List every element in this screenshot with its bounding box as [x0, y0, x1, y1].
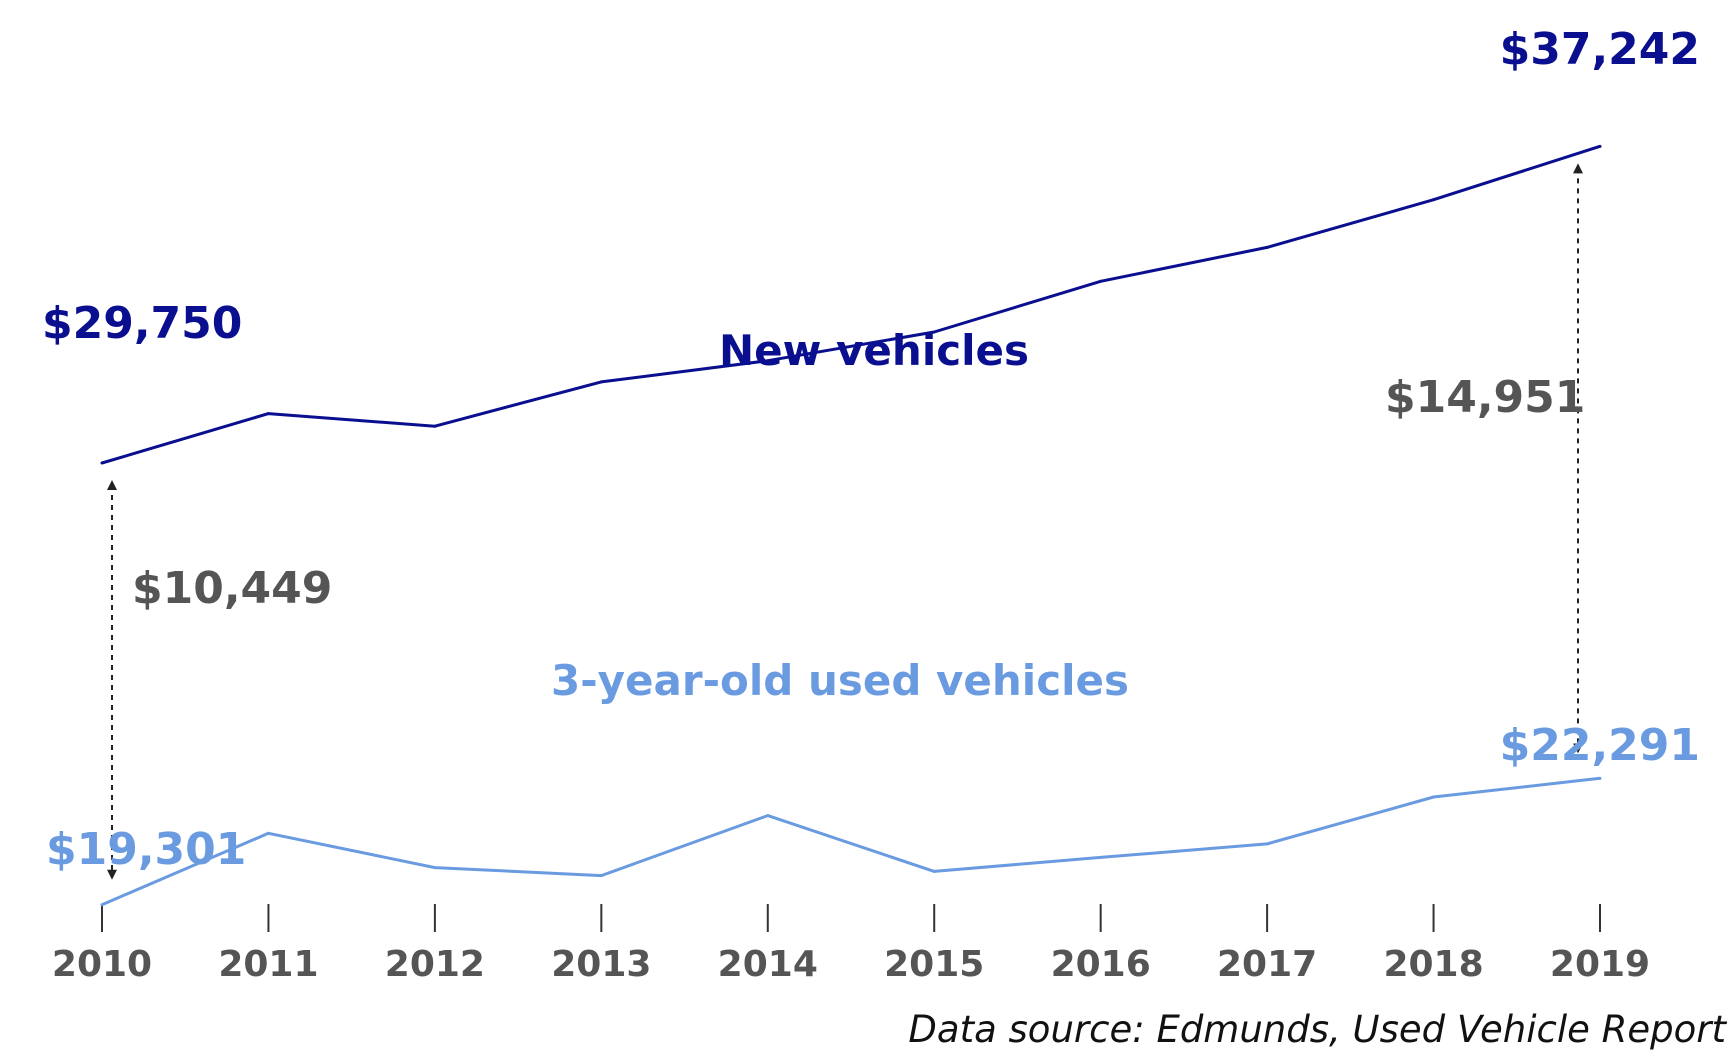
- x-tick-label-2015: 2015: [884, 944, 984, 985]
- new-end-label: $37,242: [1500, 24, 1700, 75]
- series-line-0: [101, 144, 1601, 465]
- used-series-name: 3-year-old used vehicles: [551, 656, 1129, 705]
- series-0-point-2015: [932, 330, 936, 334]
- series-0-point-2012: [433, 424, 437, 428]
- x-tick-label-2014: 2014: [718, 944, 818, 985]
- x-tick-label-2013: 2013: [551, 944, 651, 985]
- series-1-point-2019: [1598, 776, 1602, 780]
- series-1-point-2014: [766, 814, 770, 818]
- series-1-point-2016: [1099, 855, 1103, 859]
- new-start-label: $29,750: [42, 298, 242, 349]
- series-1-point-2012: [433, 866, 437, 870]
- x-tick-label-2019: 2019: [1550, 944, 1650, 985]
- series-line-1: [101, 776, 1601, 907]
- series-0-point-2017: [1265, 245, 1269, 249]
- x-tick-label-2018: 2018: [1383, 944, 1483, 985]
- series-1-point-2017: [1265, 842, 1269, 846]
- gap-2010-label: $10,449: [132, 563, 332, 614]
- series-1-point-2013: [599, 874, 603, 878]
- new-series-name: New vehicles: [719, 326, 1029, 375]
- series-0-point-2014: [766, 359, 770, 363]
- series-0-point-2019: [1598, 144, 1602, 148]
- x-tick-label-2012: 2012: [385, 944, 485, 985]
- used-end-label: $22,291: [1500, 720, 1700, 771]
- gap-arrows: [107, 163, 1583, 880]
- series-1-point-2011: [266, 831, 270, 835]
- data-source: Data source: Edmunds, Used Vehicle Repor…: [908, 1008, 1727, 1051]
- series-0-point-2018: [1432, 198, 1436, 202]
- series-lines: [100, 144, 1602, 907]
- series-0-point-2011: [266, 412, 270, 416]
- series-0-point-2016: [1099, 279, 1103, 283]
- x-tick-label-2016: 2016: [1051, 944, 1151, 985]
- gap-2019-label: $14,951: [1385, 372, 1585, 423]
- x-axis: 2010 2011 2012 2013 2014 2015 2016 2017 2018 2019: [52, 904, 1650, 985]
- series-1-point-2015: [932, 869, 936, 873]
- x-tick-label-2010: 2010: [52, 944, 152, 985]
- series-0-point-2010: [100, 461, 104, 465]
- used-start-label: $19,301: [46, 824, 246, 875]
- series-1-point-2018: [1432, 795, 1436, 799]
- series-1-point-2010: [100, 903, 104, 907]
- x-tick-label-2011: 2011: [218, 944, 318, 985]
- series-0-point-2013: [599, 380, 603, 384]
- x-tick-label-2017: 2017: [1217, 944, 1317, 985]
